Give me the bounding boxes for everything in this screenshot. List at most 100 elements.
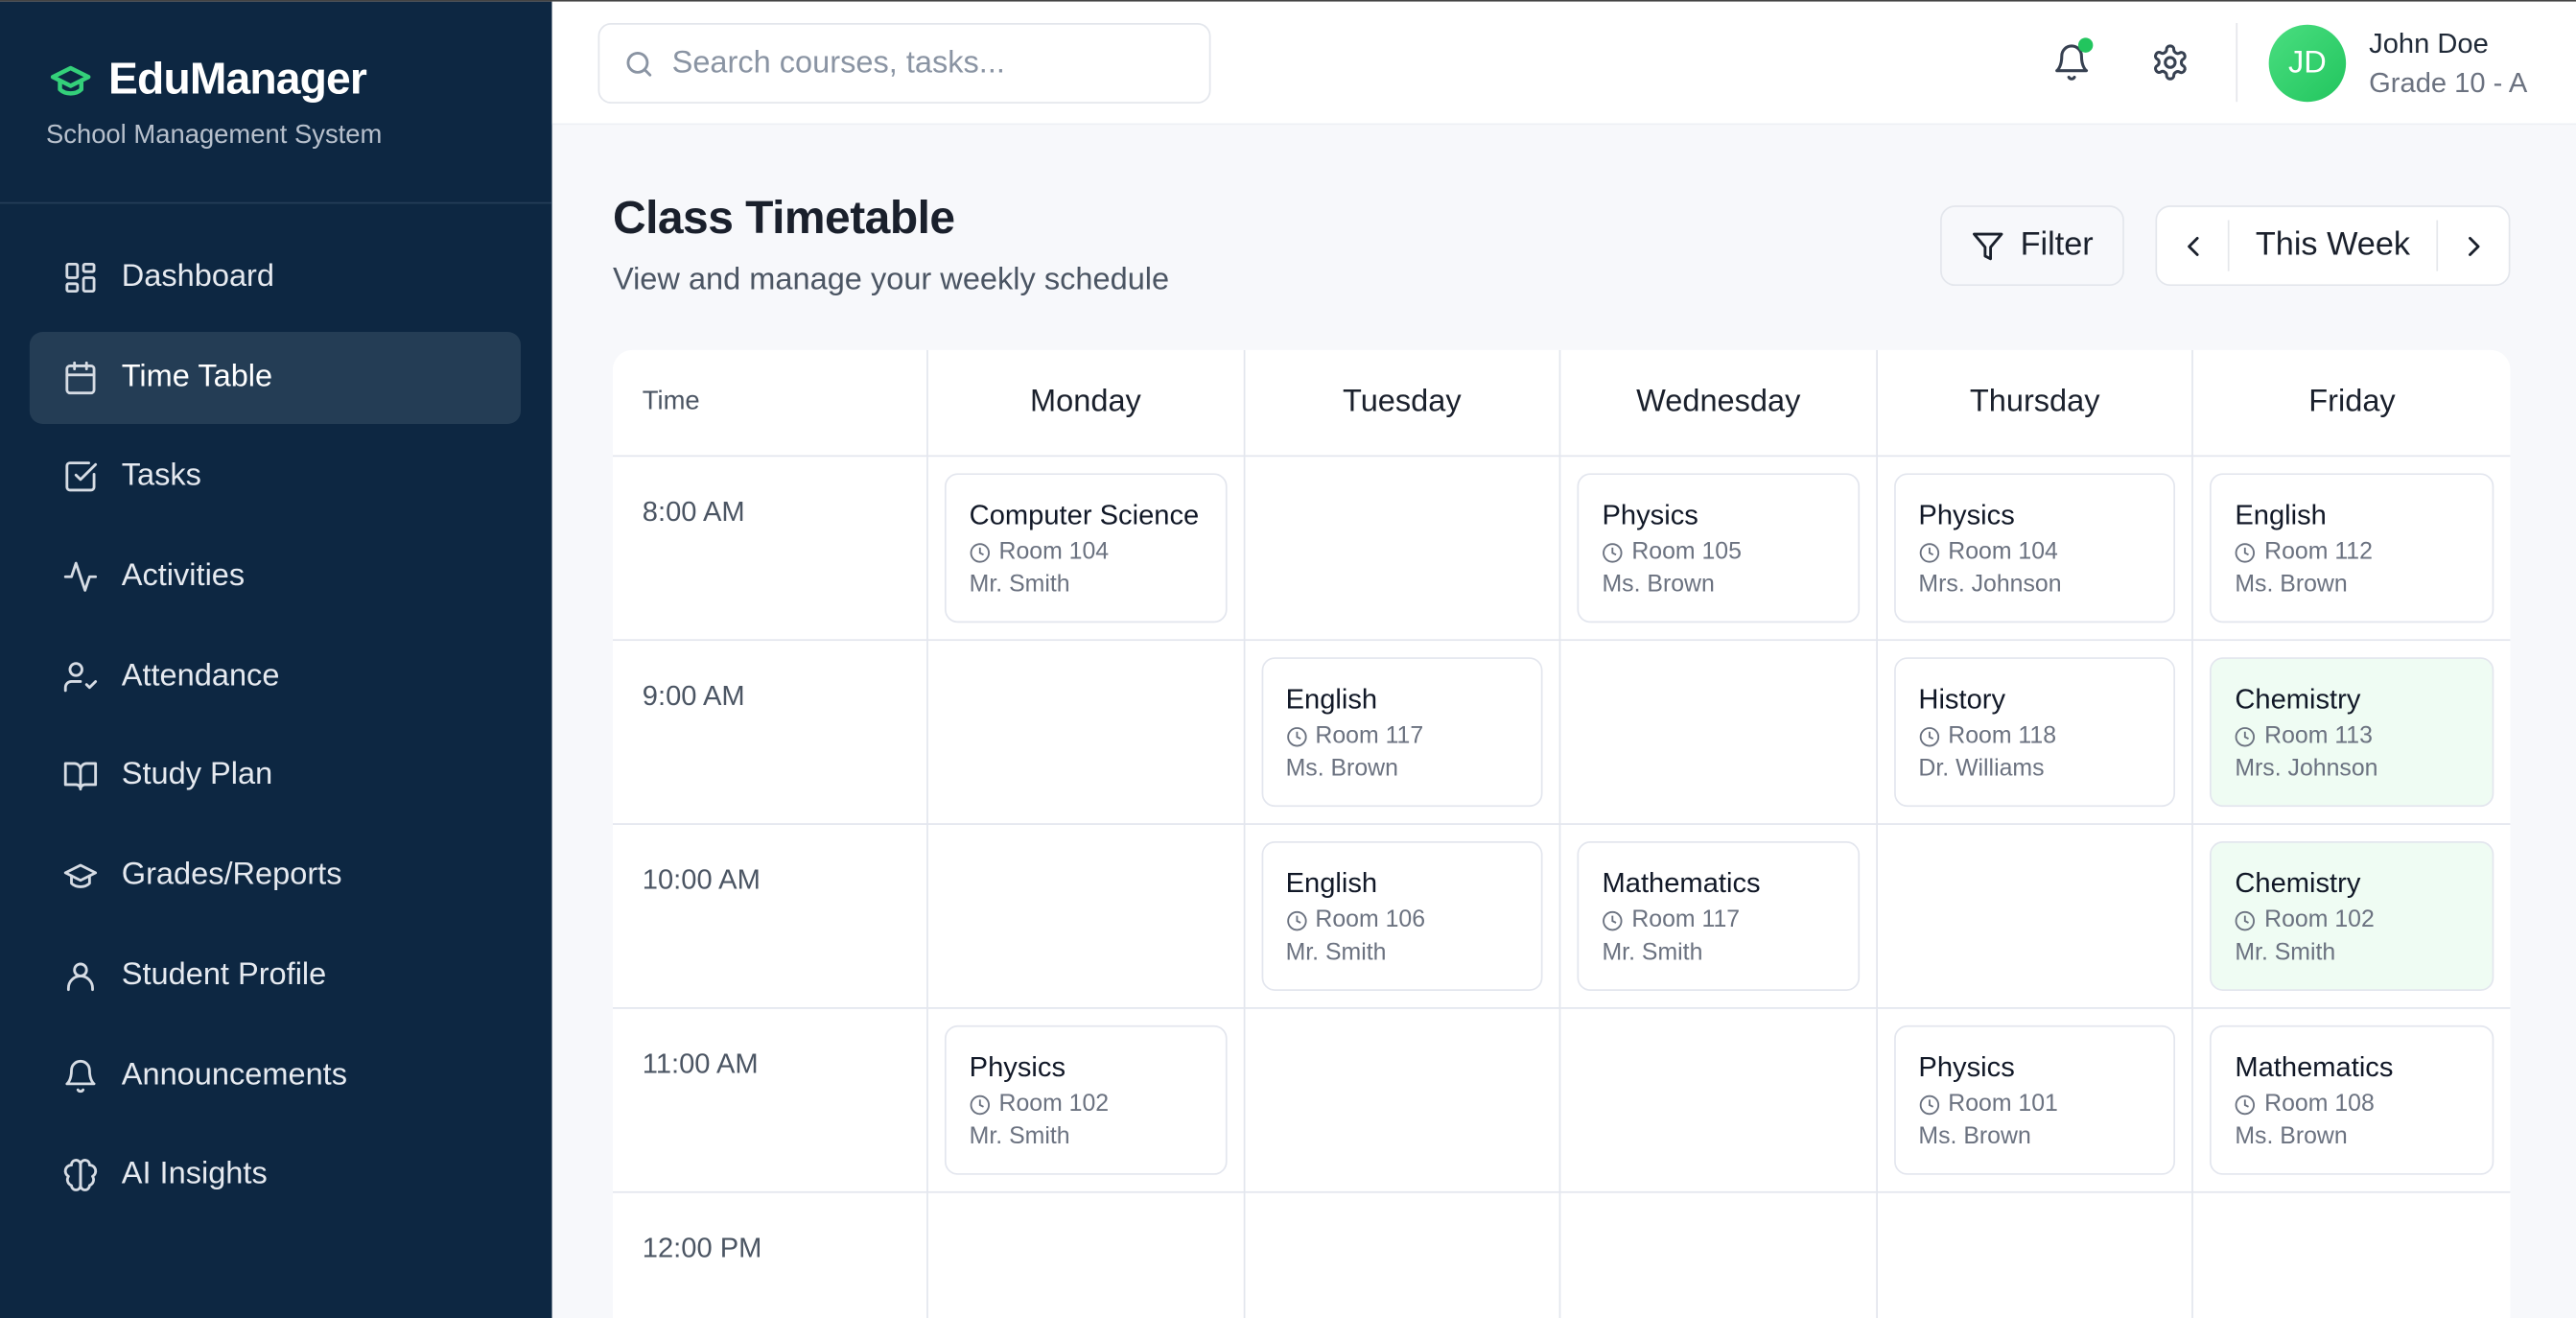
time-slot-label: 8:00 AM (612, 457, 928, 642)
timetable-cell[interactable]: Mathematics Room 117 Mr. Smith (1560, 824, 1878, 1009)
timetable-cell[interactable] (928, 1192, 1245, 1318)
timetable-cell[interactable] (1560, 641, 1878, 825)
class-subject: Computer Science (969, 499, 1200, 531)
class-room: Room 113 (2235, 723, 2492, 749)
timetable-cell[interactable] (927, 824, 1245, 1009)
class-room: Room 102 (2235, 907, 2492, 933)
class-card[interactable]: English Room 112 Ms. Brown (2210, 473, 2494, 624)
class-room: Room 117 (1286, 723, 1542, 749)
timetable-cell[interactable]: English Room 112 Ms. Brown (2193, 457, 2511, 642)
user-grade: Grade 10 - A (2369, 67, 2528, 99)
sidebar-item-study-plan[interactable]: Study Plan (30, 730, 521, 822)
timetable-cell[interactable] (1561, 1192, 1878, 1318)
class-room-label: Room 112 (2264, 538, 2373, 566)
class-card[interactable]: English Room 117 Ms. Brown (1260, 657, 1543, 808)
previous-week-button[interactable] (2157, 207, 2228, 285)
class-teacher: Mr. Smith (2235, 939, 2336, 967)
settings-button[interactable] (2145, 37, 2194, 86)
sidebar-item-tasks[interactable]: Tasks (30, 431, 521, 523)
day-header-thursday: Thursday (1877, 349, 2194, 458)
filter-button[interactable]: Filter (1940, 205, 2124, 287)
search-box[interactable] (597, 22, 1211, 104)
day-header-tuesday: Tuesday (1244, 349, 1561, 458)
clock-icon (2236, 1094, 2256, 1115)
timetable-cell[interactable]: History Room 118 Dr. Williams (1877, 641, 2194, 825)
sidebar-item-activities[interactable]: Activities (30, 530, 521, 623)
calendar-icon (65, 361, 96, 394)
class-teacher: Mr. Smith (969, 1123, 1070, 1151)
notification-dot (2077, 37, 2094, 53)
chevron-right-icon (2468, 236, 2479, 256)
time-slot-label: 12:00 PM (613, 1192, 928, 1318)
timetable-cell[interactable]: English Room 106 Mr. Smith (1244, 824, 1561, 1009)
user-icon (66, 962, 94, 991)
class-subject: Physics (1918, 1051, 2015, 1083)
clock-icon (1603, 542, 1623, 562)
brand-name: EduManager (108, 54, 367, 104)
class-room-label: Room 102 (2264, 906, 2375, 933)
class-room: Room 106 (1286, 907, 1542, 933)
timetable-cell[interactable] (927, 641, 1245, 825)
sidebar-item-label: Student Profile (121, 957, 327, 993)
class-card[interactable]: Mathematics Room 117 Mr. Smith (1577, 841, 1860, 991)
class-card[interactable]: Physics Room 101 Ms. Brown (1893, 1024, 2176, 1175)
sidebar-item-announcements[interactable]: Announcements (30, 1029, 521, 1121)
class-room-label: Room 106 (1315, 906, 1426, 933)
sidebar-item-attendance[interactable]: Attendance (30, 630, 521, 722)
timetable-cell[interactable]: Mathematics Room 108 Ms. Brown (2193, 1009, 2511, 1193)
clock-icon (2236, 542, 2256, 562)
timetable-cell[interactable] (1560, 1008, 1878, 1193)
timetable-cell[interactable] (1245, 1192, 1561, 1318)
sidebar-item-ai-insights[interactable]: AI Insights (30, 1129, 521, 1221)
timetable: Time Monday Tuesday Wednesday Thursday Friday… (612, 349, 2511, 1318)
timetable-cell[interactable]: Physics Room 101 Ms. Brown (1877, 1008, 2194, 1193)
sidebar-nav: Dashboard Time Table Tasks Activities Attend… (29, 232, 522, 1230)
next-week-button[interactable] (2438, 207, 2509, 285)
timetable-cell[interactable]: Chemistry Room 113 Mrs. Johnson (2193, 641, 2511, 825)
timetable-cell[interactable]: Physics Room 105 Ms. Brown (1560, 457, 1878, 642)
class-room-label: Room 113 (2264, 722, 2373, 750)
class-teacher: Mrs. Johnson (2235, 755, 2378, 783)
class-card[interactable]: Mathematics Room 108 Ms. Brown (2210, 1024, 2494, 1175)
class-card[interactable]: Computer Science Room 104 Mr. Smith (944, 473, 1227, 624)
search-input[interactable] (671, 45, 1165, 82)
sidebar-item-time-table[interactable]: Time Table (29, 331, 522, 424)
class-card[interactable]: Physics Room 105 Ms. Brown (1577, 473, 1860, 624)
notifications-button[interactable] (2047, 37, 2096, 86)
sidebar-item-label: Attendance (121, 658, 280, 694)
sidebar-item-dashboard[interactable]: Dashboard (30, 232, 521, 324)
timetable-cell[interactable] (1877, 824, 2194, 1009)
class-card[interactable]: Physics Room 102 Mr. Smith (944, 1024, 1227, 1175)
timetable-cell[interactable]: Physics Room 102 Mr. Smith (927, 1008, 1245, 1193)
sidebar-item-grades-reports[interactable]: Grades/Reports (30, 830, 521, 922)
activity-icon (63, 561, 98, 592)
timetable-cell[interactable] (1878, 1192, 2194, 1318)
brand-logo[interactable]: EduManager (46, 54, 367, 106)
brand-tagline: School Management System (45, 121, 383, 150)
class-subject: Physics (969, 1051, 1066, 1083)
timetable-cell[interactable] (1244, 1008, 1561, 1193)
timetable-cell[interactable] (2194, 1193, 2511, 1318)
class-card[interactable]: Chemistry Room 113 Mrs. Johnson (2210, 657, 2494, 808)
class-card[interactable]: English Room 106 Mr. Smith (1260, 841, 1543, 991)
class-teacher: Mr. Smith (969, 572, 1070, 599)
timetable-cell[interactable]: English Room 117 Ms. Brown (1244, 641, 1561, 825)
timetable-cell[interactable]: Chemistry Room 102 Mr. Smith (2193, 825, 2511, 1009)
week-label[interactable]: This Week (2227, 220, 2439, 271)
sidebar-item-label: Activities (121, 558, 246, 594)
class-card[interactable]: History Room 118 Dr. Williams (1893, 657, 2176, 808)
bell-icon (2055, 44, 2089, 81)
clock-icon (970, 1094, 991, 1115)
sidebar-item-student-profile[interactable]: Student Profile (30, 930, 521, 1022)
filter-icon (1972, 231, 2003, 260)
timetable-cell[interactable]: Physics Room 104 Mrs. Johnson (1877, 457, 2194, 642)
class-teacher: Ms. Brown (1602, 572, 1715, 599)
page-subtitle: View and manage your weekly schedule (612, 263, 1170, 298)
avatar[interactable]: JD (2268, 24, 2347, 103)
class-card[interactable]: Physics Room 104 Mrs. Johnson (1893, 473, 2176, 624)
timetable-cell[interactable]: Computer Science Room 104 Mr. Smith (927, 457, 1245, 642)
timetable-cell[interactable] (1244, 457, 1561, 642)
class-card[interactable]: Chemistry Room 102 Mr. Smith (2210, 841, 2494, 991)
user-name: John Doe (2369, 28, 2489, 59)
gear-icon (2154, 44, 2187, 81)
